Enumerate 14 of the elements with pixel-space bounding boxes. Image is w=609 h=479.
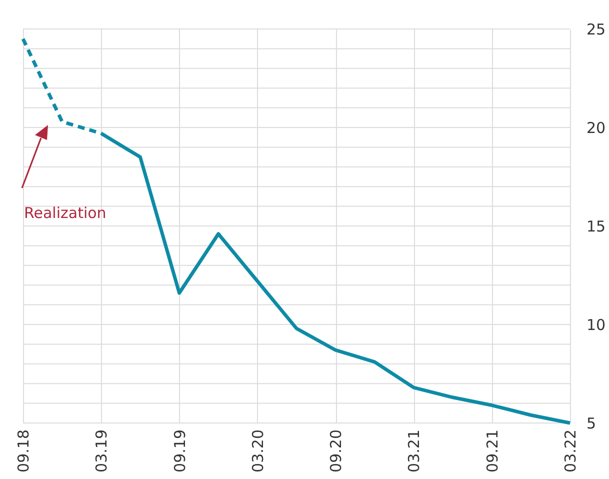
x-tick-label: 09.20 (327, 430, 346, 472)
y-tick-label: 5 (586, 414, 596, 432)
y-tick-label: 10 (586, 316, 606, 334)
y-tick-label: 20 (586, 119, 606, 137)
x-tick-label: 09.18 (14, 430, 32, 472)
x-tick-label: 03.20 (248, 430, 267, 472)
annotation: Realization (24, 204, 106, 222)
x-tick-label: 09.19 (170, 430, 189, 472)
x-tick-label: 03.22 (562, 430, 580, 472)
y-tick-label: 25 (586, 20, 606, 38)
y-tick-label: 15 (586, 218, 606, 236)
x-tick-label: 03.19 (92, 430, 111, 472)
x-tick-label: 03.21 (405, 430, 424, 472)
x-tick-label: 09.21 (483, 430, 502, 472)
